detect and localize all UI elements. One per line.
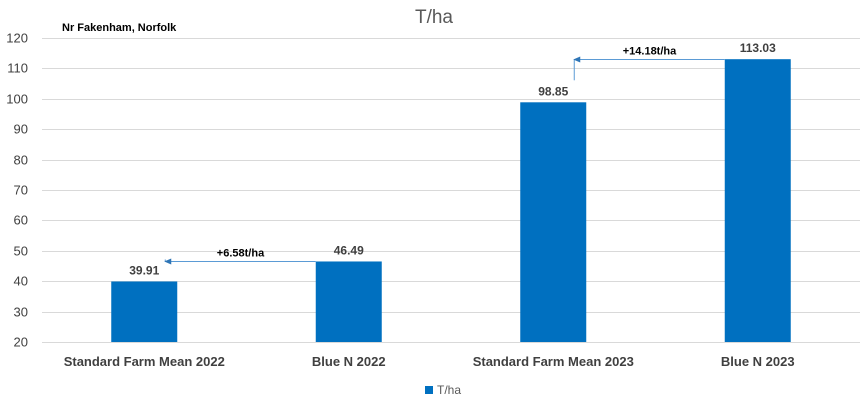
bars	[111, 59, 791, 343]
legend: T/ha	[425, 383, 461, 397]
y-tick-label: 90	[14, 122, 28, 137]
annotation-label: +6.58t/ha	[217, 248, 265, 260]
y-tick-label: 20	[14, 335, 28, 350]
legend-swatch	[425, 386, 433, 394]
y-axis-ticks: 20 30 40 50 60 70 80 90 100 110 120	[6, 31, 28, 350]
annotations: +6.58t/ha +14.18t/ha	[164, 46, 725, 265]
x-category-label: Standard Farm Mean 2023	[473, 354, 634, 369]
data-label: 98.85	[538, 84, 568, 98]
x-axis-categories: Standard Farm Mean 2022 Blue N 2022 Standa…	[64, 354, 795, 369]
data-label: 39.91	[129, 263, 159, 277]
y-tick-label: 30	[14, 305, 28, 320]
y-tick-label: 50	[14, 244, 28, 259]
annotation-label: +14.18t/ha	[623, 46, 677, 58]
bar	[724, 59, 791, 342]
data-label: 46.49	[334, 243, 364, 257]
x-category-label: Standard Farm Mean 2022	[64, 354, 225, 369]
y-tick-label: 40	[14, 274, 28, 289]
y-tick-label: 110	[7, 61, 28, 76]
y-tick-label: 70	[14, 183, 28, 198]
annotation-arrowhead	[573, 56, 581, 63]
x-category-label: Blue N 2023	[721, 354, 795, 369]
y-tick-label: 100	[6, 92, 28, 107]
gridlines	[42, 38, 860, 343]
data-labels: 39.91 46.49 98.85 113.03	[129, 41, 776, 277]
bar	[520, 102, 587, 343]
y-tick-label: 120	[6, 31, 28, 46]
y-tick-label: 80	[14, 153, 28, 168]
chart-title: T/ha	[415, 7, 453, 28]
annotation-arrowhead	[164, 258, 172, 265]
bar	[315, 261, 382, 342]
y-tick-label: 60	[14, 213, 28, 228]
x-category-label: Blue N 2022	[312, 354, 386, 369]
data-label: 113.03	[740, 41, 776, 55]
legend-label: T/ha	[437, 383, 461, 397]
chart-subtitle: Nr Fakenham, Norfolk	[62, 22, 177, 34]
bar	[111, 281, 178, 342]
